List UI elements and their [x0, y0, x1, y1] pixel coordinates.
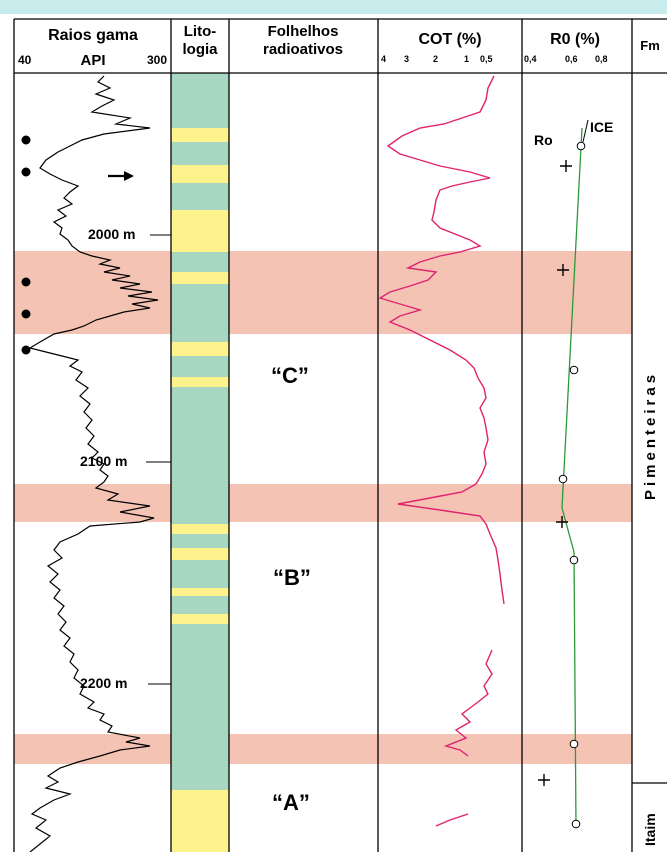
litho-sand-layer: [171, 165, 229, 183]
litho-sand-layer: [171, 524, 229, 534]
fm-title: Fm: [640, 38, 660, 53]
cot-curve-lower: [443, 649, 493, 757]
ice-marker: [569, 365, 579, 375]
shale-unit-a: “A”: [272, 790, 310, 815]
sample-dot: [21, 309, 31, 319]
ro-marker: [556, 516, 568, 528]
litho-sand-layer: [171, 128, 229, 142]
column-grid: [13, 18, 667, 852]
figure-background: [0, 14, 667, 852]
gamma-min-tick: 40: [18, 53, 32, 67]
ro-marker: [538, 774, 550, 786]
gamma-title: Raios gama: [48, 27, 138, 44]
litho-sand-layer: [171, 210, 229, 252]
litho-base-green: [171, 73, 229, 852]
gamma-max-tick: 300: [147, 53, 167, 67]
formation-pimenteiras: Pimenteiras: [642, 371, 659, 500]
cot-tick: 1: [464, 54, 469, 64]
r0-tick: 0,6: [565, 54, 578, 64]
litho-sand-layer: [171, 377, 229, 387]
formation-itaim: Itaim: [642, 813, 658, 846]
ice-marker: [571, 819, 581, 829]
shale-unit-c: “C”: [271, 363, 309, 388]
litho-sand-layer: [171, 790, 229, 852]
shales-title-1: Folhelhos: [268, 23, 339, 40]
depth-label-2100: 2100 m: [80, 453, 127, 469]
sample-dot: [21, 345, 31, 355]
litho-sand-layer: [171, 614, 229, 624]
ice-label-leader: [582, 119, 589, 143]
ice-marker: [569, 555, 579, 565]
gamma-unit: API: [80, 52, 105, 69]
cot-tick: 4: [381, 54, 386, 64]
ice-marker: [576, 141, 586, 151]
depth-label-2200: 2200 m: [80, 675, 127, 691]
ice-markers: [558, 141, 586, 829]
litho-title-1: Lito-: [184, 23, 216, 40]
highlight-band-2: [14, 484, 632, 522]
ro-markers: [538, 160, 572, 786]
gamma-ray-curve: [28, 75, 159, 852]
r0-tick: 0,8: [595, 54, 608, 64]
cot-tick: 2: [433, 54, 438, 64]
litho-sand-layer: [171, 548, 229, 560]
highlight-bands: [14, 251, 632, 764]
shales-title-2: radioativos: [263, 41, 343, 58]
r0-tick: 0,4: [524, 54, 537, 64]
litho-sand-layer: [171, 272, 229, 284]
depth-labels: 2000 m 2100 m 2200 m: [80, 226, 171, 691]
cot-curves: [378, 75, 505, 827]
cot-curve-bottom: [435, 813, 469, 827]
gamma-sample-dots: [21, 135, 31, 355]
ro-marker: [557, 264, 569, 276]
r0-title: R0 (%): [550, 31, 600, 48]
sample-dot: [21, 277, 31, 287]
arrow-icon: [108, 171, 134, 181]
highlight-band-3: [14, 734, 632, 764]
cot-tick: 3: [404, 54, 409, 64]
r0-trend-line-lower: [573, 551, 577, 829]
r0-plot: Ro ICE: [534, 119, 613, 829]
sample-dot: [21, 135, 31, 145]
top-border: [0, 0, 667, 14]
ice-label: ICE: [590, 119, 613, 135]
shale-unit-labels: “C” “B” “A”: [271, 363, 311, 815]
highlight-band-1: [14, 251, 632, 334]
litho-sand-layer: [171, 588, 229, 596]
ro-marker: [560, 160, 572, 172]
cot-tick: 0,5: [480, 54, 493, 64]
lithology-column: [171, 73, 229, 852]
depth-label-2000: 2000 m: [88, 226, 135, 242]
ice-marker: [569, 739, 579, 749]
cot-curve-upper: [378, 75, 505, 605]
cot-title: COT (%): [418, 31, 481, 48]
r0-trend-line-upper: [561, 127, 583, 509]
shale-unit-b: “B”: [273, 565, 311, 590]
ro-label: Ro: [534, 132, 553, 148]
r0-trend-line-mid: [561, 507, 575, 553]
ice-marker: [558, 474, 568, 484]
sample-dot: [21, 167, 31, 177]
litho-title-2: logia: [182, 41, 218, 58]
column-headers: Raios gama 40 API 300 Lito- logia Folhel…: [18, 23, 660, 69]
litho-sand-layer: [171, 342, 229, 356]
